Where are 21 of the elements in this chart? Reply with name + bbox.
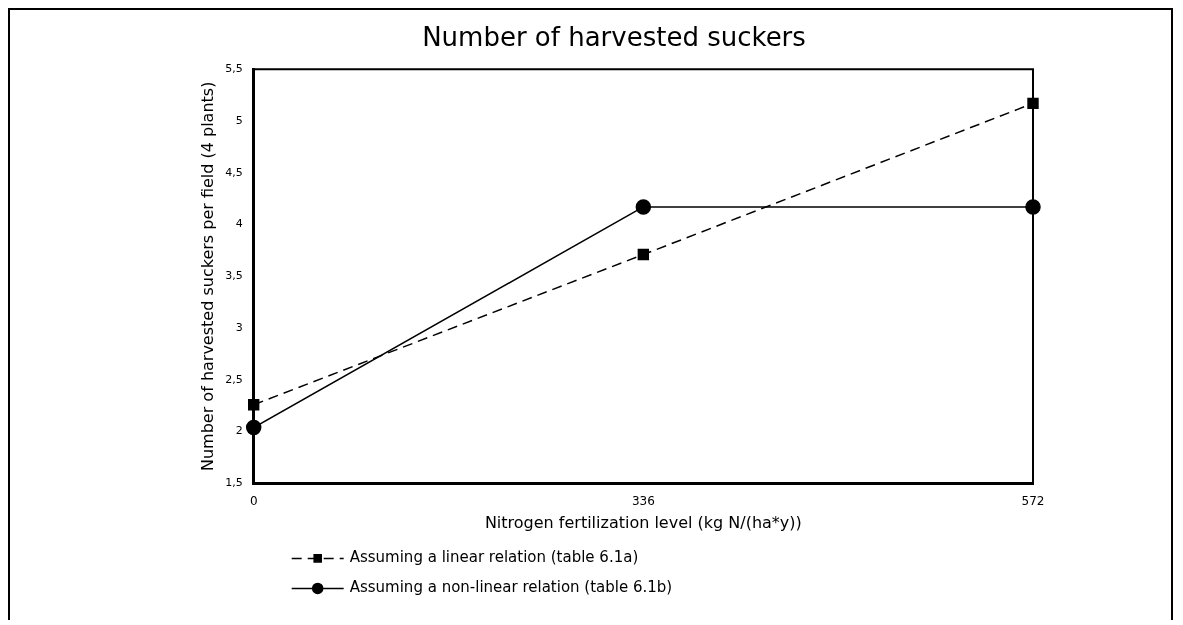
y-tick-label: 4,5 (225, 165, 243, 179)
y-tick-label: 5,5 (225, 62, 243, 76)
legend-label: Assuming a linear relation (table 6.1a) (349, 548, 639, 567)
point (635, 199, 652, 215)
point (637, 248, 650, 261)
y-tick-label: 3,5 (225, 269, 243, 283)
y-axis-title: Number of harvested suckers per field (4 plants) (197, 81, 217, 471)
point (247, 399, 260, 411)
x-tick-label: 336 (631, 493, 655, 508)
y-tick-label: 3 (235, 320, 243, 334)
x-axis-title: Nitrogen fertilization level (kg N/(ha*y)) (484, 512, 802, 532)
y-tick-label: 5 (235, 113, 243, 127)
x-tick-label: 0 (249, 493, 258, 508)
chart-title: Number of harvested suckers (422, 22, 806, 53)
y-tick-label: 2,5 (225, 372, 243, 386)
point (245, 419, 262, 436)
x-tick-label: 572 (1021, 493, 1045, 508)
y-tick-label: 1,5 (225, 476, 243, 490)
y-tick-label: 2 (235, 424, 243, 438)
y-tick-label: 4 (235, 217, 243, 231)
legend-label: Assuming a non-linear relation (table 6.1b) (349, 578, 673, 597)
